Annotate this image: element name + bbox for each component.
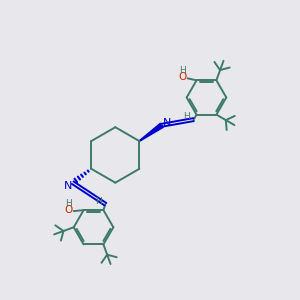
Text: H: H xyxy=(179,66,186,75)
Text: O: O xyxy=(178,72,187,82)
Text: H: H xyxy=(183,112,190,121)
Text: O: O xyxy=(64,205,73,215)
Text: N: N xyxy=(64,181,72,191)
Text: H: H xyxy=(65,199,72,208)
Text: H: H xyxy=(95,197,102,206)
Text: N: N xyxy=(163,118,171,128)
Polygon shape xyxy=(139,123,163,141)
